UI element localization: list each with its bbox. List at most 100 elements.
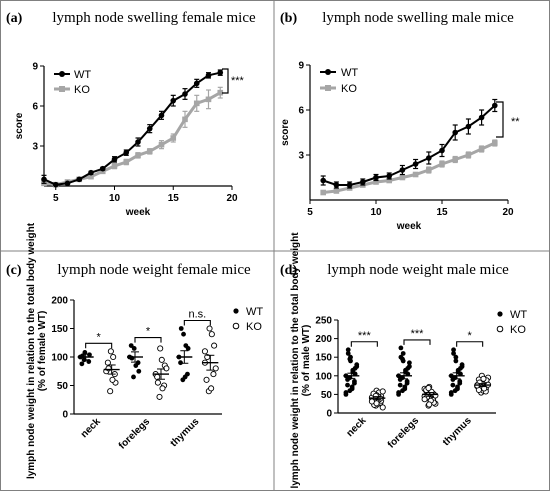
significance-bracket: [403, 339, 431, 345]
data-point-ko: [88, 173, 94, 180]
x-tick-label: 5: [307, 207, 313, 218]
data-point-wt: [492, 102, 498, 109]
data-point-ko: [421, 396, 428, 403]
panel-b-legend: WT KO: [320, 67, 358, 95]
series-line-ko: [43, 91, 222, 187]
data-point-wt: [131, 346, 137, 351]
significance-label: *: [146, 326, 151, 338]
data-point-ko: [154, 379, 161, 386]
x-tick-label: 15: [436, 207, 448, 218]
y-tick-label: 0: [62, 410, 68, 421]
data-point-wt: [400, 351, 406, 356]
data-point-wt: [452, 129, 459, 136]
data-point-ko: [107, 348, 114, 355]
y-tick-label: 100: [51, 353, 68, 364]
data-point-wt: [178, 360, 183, 366]
significance-bracket: [350, 341, 378, 347]
data-point-ko: [170, 135, 177, 141]
significance-bracket: [85, 342, 113, 349]
legend-ko-label: KO: [341, 83, 357, 95]
panel-b: (b) lymph node swelling male mice 3 6 9 5 10…: [280, 10, 520, 232]
significance-label: ***: [358, 330, 372, 342]
data-point-wt: [450, 382, 456, 388]
y-tick-label: 9: [32, 62, 38, 73]
data-point-ko: [379, 404, 386, 411]
data-point-ko: [399, 174, 406, 181]
x-tick-label: 10: [109, 193, 121, 204]
data-point-ko: [481, 385, 488, 392]
legend-ko-label: KO: [74, 84, 90, 96]
y-tick-label: 9: [298, 61, 304, 72]
data-point-wt: [158, 112, 165, 119]
x-tick-label: 20: [502, 207, 514, 218]
data-point-wt: [360, 179, 366, 185]
data-point-ko: [107, 388, 114, 395]
y-tick-label: 0: [326, 409, 332, 420]
data-point-wt: [64, 180, 71, 187]
data-point-wt: [465, 123, 472, 130]
data-point-wt: [182, 91, 188, 97]
data-point-wt: [87, 352, 92, 358]
data-point-ko: [193, 100, 200, 107]
legend-ko-marker: [59, 86, 65, 92]
data-point-wt: [350, 367, 356, 373]
panel-c: (c) lymph node weight female mice 0 50 100…: [6, 222, 263, 479]
y-tick-label: 200: [315, 334, 332, 345]
data-point-wt: [99, 165, 106, 172]
x-tick-label: neck: [345, 415, 369, 439]
data-point-ko: [109, 376, 116, 383]
panel-a-title: lymph node swelling female mice: [52, 10, 256, 26]
x-tick-label: 5: [53, 193, 59, 204]
legend-wt-marker: [325, 69, 331, 75]
panel-c-title: lymph node weight female mice: [57, 262, 251, 278]
legend-ko-label: KO: [510, 324, 526, 336]
y-tick-label: 100: [315, 371, 332, 382]
data-point-wt: [136, 368, 142, 374]
data-point-wt: [205, 72, 212, 79]
data-point-wt: [146, 125, 153, 132]
data-point-ko: [217, 89, 224, 96]
data-point-ko: [156, 393, 163, 400]
y-tick-label: 3: [32, 142, 38, 153]
data-point-ko: [205, 96, 212, 103]
x-axis-label: week: [396, 221, 422, 232]
data-point-wt: [135, 139, 141, 145]
panel-a-legend: WT KO: [54, 69, 91, 96]
data-point-ko: [110, 353, 117, 361]
panel-c-legend: WT KO: [232, 306, 263, 333]
data-point-wt: [345, 351, 351, 356]
data-point-wt: [349, 386, 355, 392]
data-point-ko: [480, 375, 487, 382]
data-point-wt: [455, 386, 460, 392]
data-point-ko: [159, 385, 166, 392]
legend-wt-label: WT: [74, 69, 91, 81]
data-point-wt: [400, 356, 405, 362]
legend-wt-label: WT: [510, 309, 527, 321]
data-point-ko: [146, 148, 153, 155]
data-point-ko: [426, 167, 432, 173]
panel-d-legend: WT KO: [496, 309, 527, 336]
y-axis-label: score: [14, 112, 25, 139]
panel-a-bracket: [222, 68, 229, 94]
x-tick-label: thymus: [441, 415, 474, 448]
x-tick-label: 15: [168, 193, 180, 204]
x-tick-label: thymus: [169, 416, 202, 449]
data-point-ko: [182, 116, 188, 123]
legend-wt-label: WT: [246, 306, 263, 318]
y-tick-label: 150: [51, 324, 68, 335]
data-point-ko: [426, 401, 433, 408]
data-point-ko: [208, 331, 215, 338]
data-point-wt: [88, 169, 94, 176]
data-point-wt: [439, 147, 445, 154]
data-point-wt: [182, 374, 188, 380]
data-point-wt: [217, 69, 224, 76]
data-point-wt: [478, 114, 485, 121]
data-point-ko: [201, 348, 208, 355]
data-point-ko: [206, 325, 213, 332]
data-point-wt: [333, 182, 340, 188]
panel-a-annotation: ***: [231, 75, 245, 87]
data-point-wt: [459, 364, 465, 369]
panel-d-label: (d): [280, 263, 297, 278]
